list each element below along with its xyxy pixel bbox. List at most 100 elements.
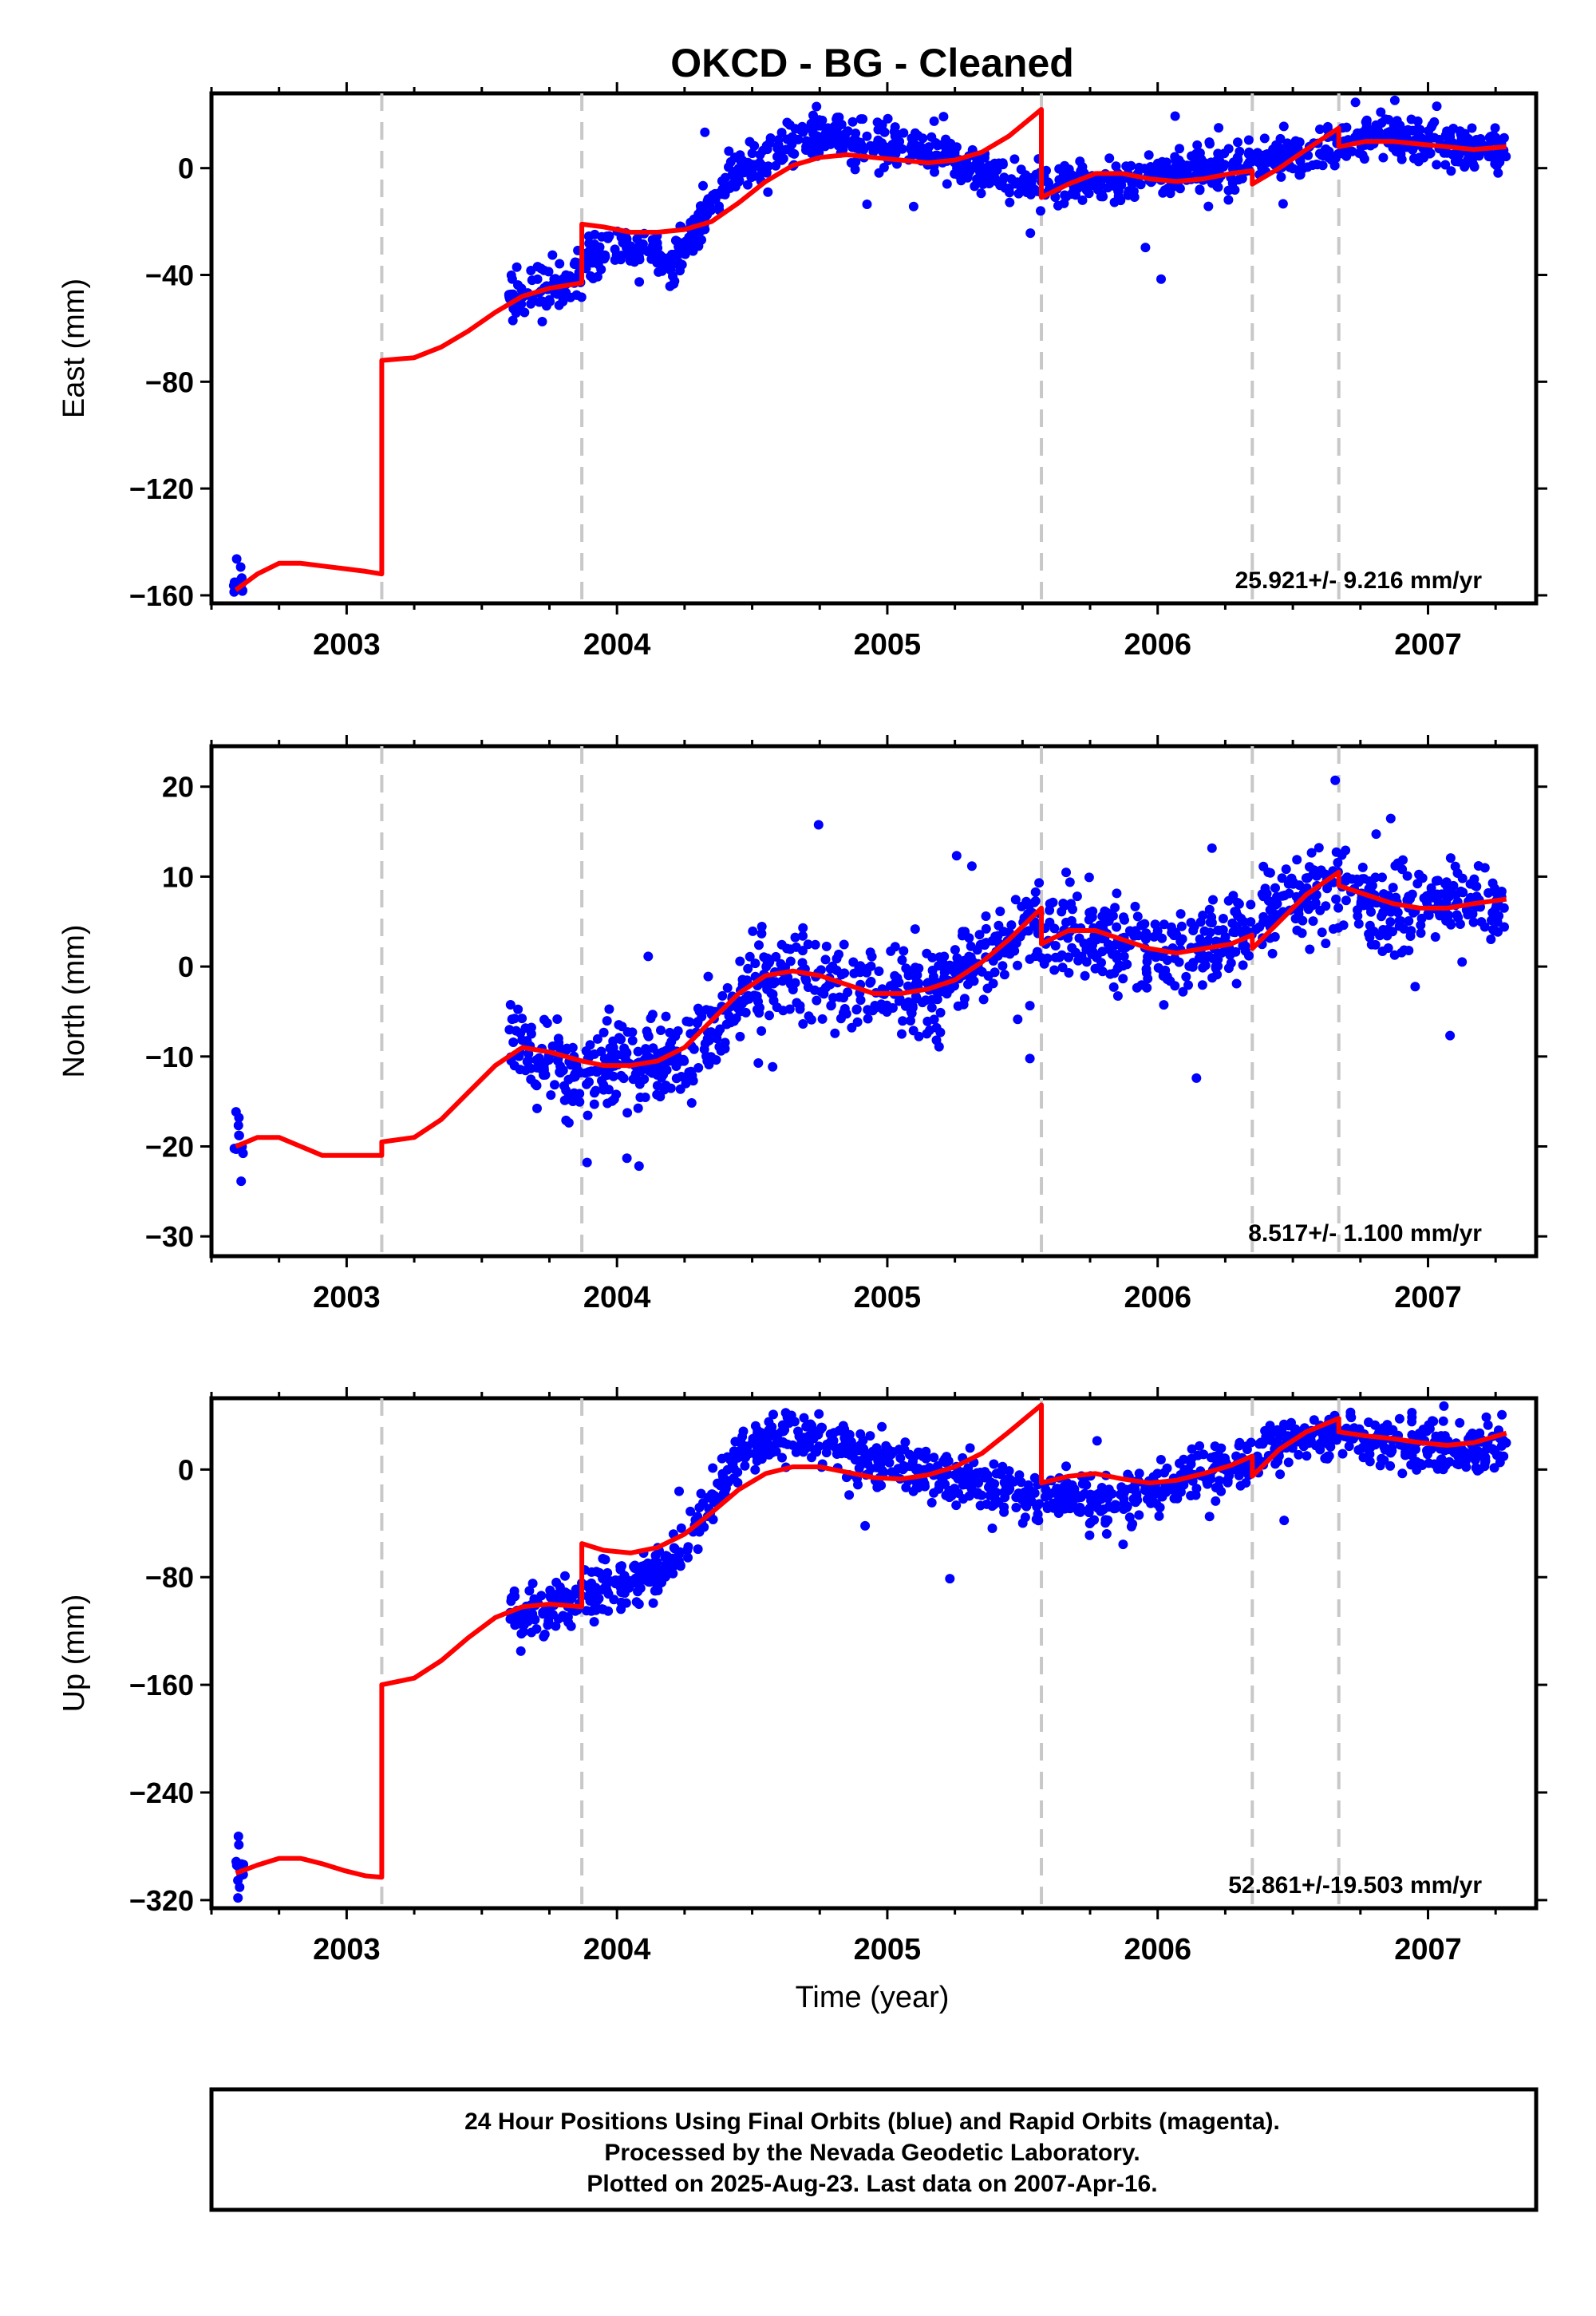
data-point: [1010, 895, 1021, 905]
data-point: [734, 996, 745, 1006]
data-point: [1276, 172, 1286, 182]
data-point: [1202, 1477, 1212, 1488]
data-point: [743, 180, 753, 190]
data-point: [926, 1002, 937, 1013]
data-point: [1416, 913, 1427, 923]
data-point: [865, 978, 875, 988]
data-point: [994, 920, 1004, 931]
data-point: [958, 1494, 968, 1504]
data-point: [1050, 941, 1061, 951]
data-point: [1275, 1469, 1286, 1480]
data-point: [1408, 125, 1418, 136]
data-point: [1096, 958, 1106, 968]
data-point: [602, 1098, 613, 1109]
data-point: [671, 1061, 681, 1071]
data-point: [234, 1130, 244, 1140]
data-point: [1394, 921, 1404, 931]
data-point: [571, 1060, 582, 1070]
data-point: [799, 1413, 809, 1423]
data-point: [784, 1418, 794, 1429]
data-point: [977, 1490, 987, 1500]
data-point: [1397, 1468, 1408, 1479]
data-point: [1104, 153, 1115, 164]
data-point: [234, 1840, 244, 1850]
x-tick-label: 2006: [1124, 1933, 1191, 1966]
data-point: [1050, 192, 1061, 203]
data-point: [1383, 943, 1393, 953]
data-point: [757, 160, 767, 171]
data-point: [825, 139, 836, 149]
data-point: [821, 941, 832, 951]
data-point: [1230, 907, 1240, 917]
data-point: [972, 156, 982, 166]
data-point: [1175, 144, 1184, 154]
data-point: [700, 224, 710, 235]
data-point: [621, 1598, 631, 1608]
data-point: [708, 1463, 718, 1473]
data-point: [1112, 888, 1122, 899]
data-point: [582, 1157, 592, 1168]
data-point: [897, 144, 907, 154]
data-point: [1085, 937, 1096, 947]
data-point: [1086, 1496, 1096, 1506]
data-point: [581, 1046, 591, 1056]
data-point: [878, 1453, 888, 1464]
data-point: [1141, 964, 1152, 974]
data-point: [1418, 1425, 1428, 1435]
data-point: [668, 257, 678, 267]
data-point: [812, 101, 822, 112]
data-point: [599, 254, 610, 264]
data-point: [1057, 962, 1068, 973]
data-point: [1330, 775, 1341, 785]
data-point: [847, 117, 858, 127]
data-point: [1315, 124, 1325, 134]
data-point: [1194, 150, 1204, 160]
data-point: [1092, 1436, 1102, 1446]
y-tick-label: −30: [145, 1220, 194, 1253]
data-point: [643, 951, 654, 962]
data-point: [1499, 903, 1509, 913]
data-point: [703, 971, 713, 982]
data-point: [1414, 869, 1424, 879]
data-point: [1337, 1448, 1348, 1459]
data-point: [945, 984, 955, 994]
data-point: [1205, 927, 1215, 938]
data-point: [1036, 206, 1045, 216]
data-point: [895, 1453, 906, 1463]
data-point: [828, 993, 839, 1003]
data-point: [965, 1443, 975, 1453]
data-point: [831, 1443, 841, 1452]
data-point: [1233, 898, 1242, 907]
data-point: [900, 1437, 911, 1448]
data-point: [805, 1419, 816, 1429]
data-point: [1320, 869, 1330, 879]
data-point: [1108, 911, 1118, 921]
data-point: [1424, 132, 1435, 142]
data-point: [512, 262, 522, 272]
data-point: [602, 1016, 612, 1026]
data-point: [901, 1482, 911, 1492]
data-point: [693, 1003, 703, 1014]
data-point: [584, 231, 594, 242]
data-point: [1405, 894, 1415, 904]
data-point: [934, 140, 944, 150]
data-point: [1069, 1484, 1080, 1494]
data-point: [834, 1425, 844, 1436]
data-point: [603, 1085, 614, 1095]
data-point: [959, 1472, 970, 1483]
data-point: [1479, 863, 1490, 873]
data-point: [1123, 188, 1133, 199]
data-point: [675, 1084, 685, 1094]
data-point: [865, 947, 875, 958]
data-point: [595, 242, 605, 252]
data-point: [863, 1014, 873, 1024]
data-point: [1430, 932, 1440, 942]
data-point: [623, 245, 633, 255]
data-point: [539, 1014, 549, 1025]
data-point: [1501, 1437, 1511, 1448]
data-point: [1449, 1448, 1460, 1458]
data-point: [615, 1564, 626, 1575]
data-point: [751, 1439, 761, 1449]
data-point: [1170, 981, 1180, 991]
data-point: [776, 128, 787, 138]
